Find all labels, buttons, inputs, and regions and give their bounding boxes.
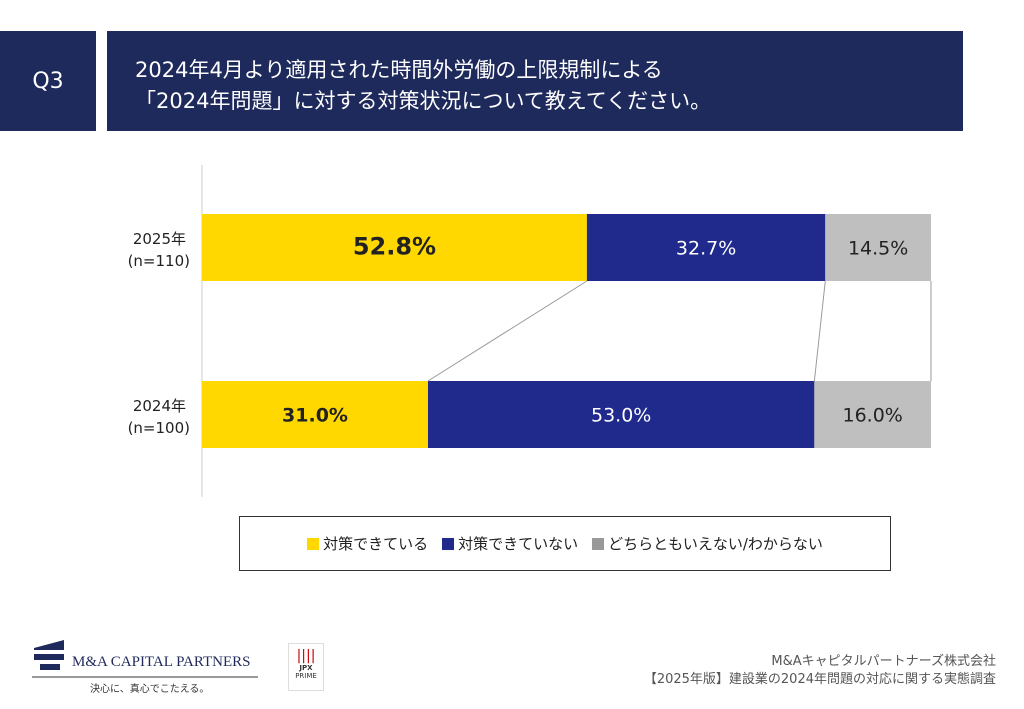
- category-label: 2025年: [133, 230, 186, 248]
- category-sublabel: (n=100): [128, 419, 190, 437]
- legend: 対策できている 対策できていない どちらともいえない/わからない: [239, 516, 891, 571]
- bar-segment: [825, 214, 931, 281]
- bar-segment: [202, 214, 587, 281]
- data-label: 14.5%: [848, 238, 908, 260]
- logo-tagline: 決心に、真心でこたえる。: [90, 684, 210, 695]
- logo-name: M&A CAPITAL PARTNERS: [72, 654, 251, 670]
- data-label: 53.0%: [591, 405, 651, 427]
- legend-swatch: [442, 537, 455, 550]
- jpx-text: JPX: [299, 664, 313, 672]
- bar-segment: [202, 381, 428, 448]
- category-sublabel: (n=110): [128, 252, 190, 270]
- legend-label: どちらともいえない/わからない: [608, 535, 823, 553]
- legend-item: 対策できている: [307, 533, 428, 554]
- company-logo: M&A CAPITAL PARTNERS 決心に、真心でこたえる。: [32, 640, 258, 695]
- legend-swatch: [592, 537, 605, 550]
- connector-line: [813, 280, 826, 382]
- data-label: 16.0%: [843, 405, 903, 427]
- legend-item: 対策できていない: [442, 533, 578, 554]
- legend-swatch: [307, 537, 320, 550]
- jpx-prime-badge: |||| JPX PRIME: [288, 643, 324, 691]
- jpx-sub: PRIME: [295, 672, 317, 680]
- legend-label: 対策できていない: [458, 535, 579, 553]
- category-label: 2024年: [133, 397, 186, 415]
- company-name: M&Aキャピタルパートナーズ株式会社: [771, 654, 996, 669]
- data-label: 31.0%: [282, 405, 348, 427]
- report-title: 【2025年版】建設業の2024年問題の対応に関する実態調査: [643, 672, 996, 687]
- title-line-2: 「2024年問題」に対する対策状況について教えてください。: [135, 89, 712, 113]
- connector-line: [427, 280, 588, 382]
- legend-label: 対策できている: [323, 535, 429, 553]
- data-label: 32.7%: [676, 238, 736, 260]
- bar-segment: [814, 381, 931, 448]
- data-label: 52.8%: [353, 233, 436, 261]
- footer-text: M&Aキャピタルパートナーズ株式会社 【2025年版】建設業の2024年問題の対…: [644, 653, 996, 689]
- bar-segment: [427, 381, 815, 448]
- question-number: Q3: [0, 31, 96, 131]
- title-line-1: 2024年4月より適用された時間外労働の上限規制による: [135, 58, 663, 82]
- page-title: 2024年4月より適用された時間外労働の上限規制による 「2024年問題」に対す…: [107, 31, 963, 131]
- bar-segment: [586, 214, 826, 281]
- legend-item: どちらともいえない/わからない: [592, 533, 823, 554]
- logo-mark-icon: [34, 640, 64, 670]
